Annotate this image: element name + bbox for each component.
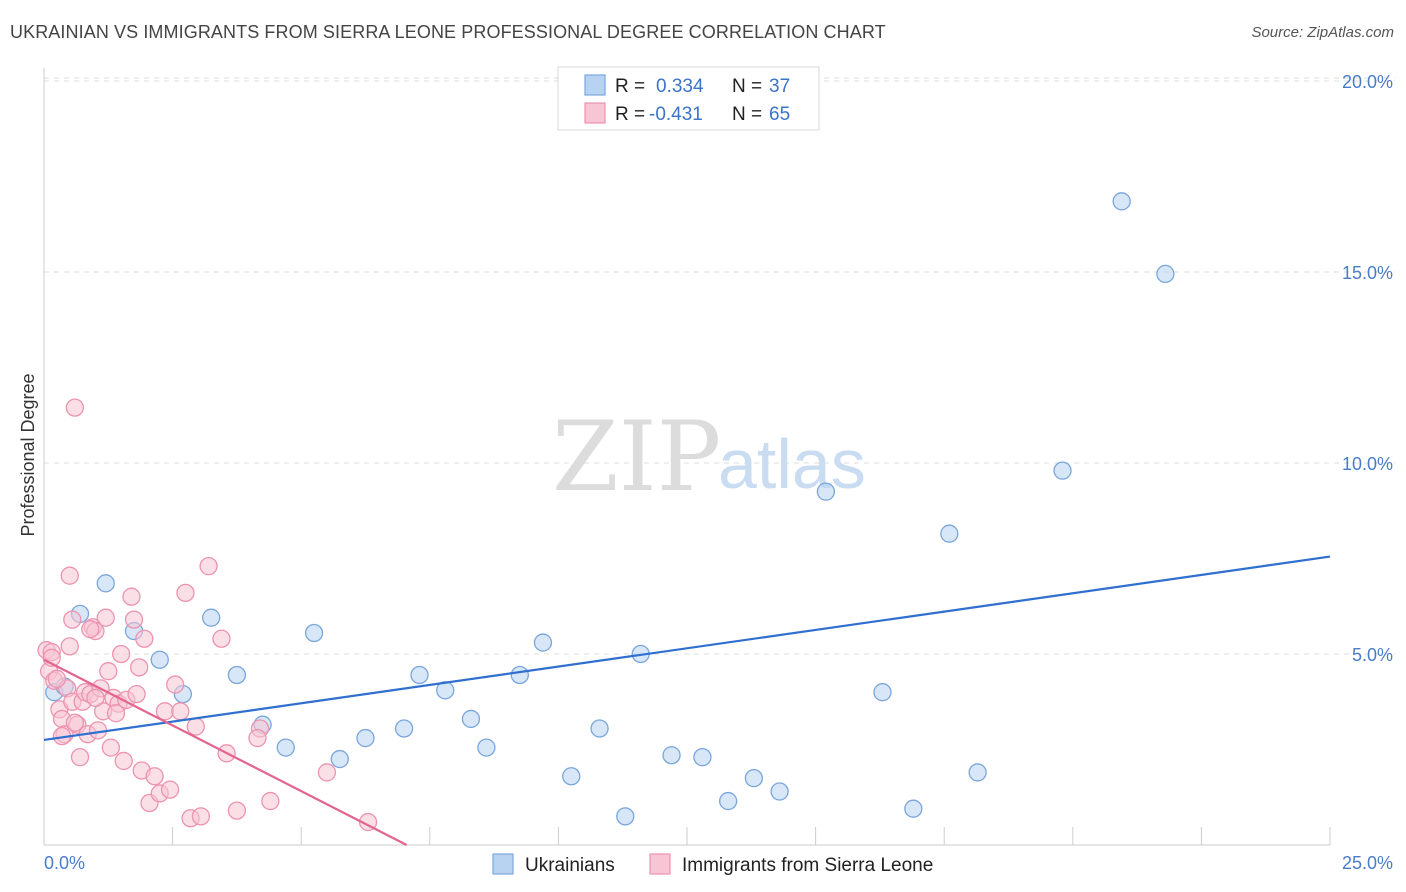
ukrainian-point <box>1053 461 1072 480</box>
x-tick-label-max: 25.0% <box>1342 853 1393 873</box>
ukrainian-point <box>227 665 247 685</box>
sierra-leone-point <box>112 644 131 664</box>
ukrainian-point <box>968 763 987 782</box>
sierra-leone-point <box>86 688 105 708</box>
sierra-leone-point <box>65 713 85 732</box>
ukrainian-point <box>394 719 414 738</box>
ukrainian-point <box>873 683 892 702</box>
ukrainian-point <box>150 650 169 669</box>
legend-n-value-2: 65 <box>769 104 790 125</box>
sierra-leone-point <box>122 587 141 606</box>
watermark-zip: ZIP <box>552 401 721 513</box>
sierra-leone-point <box>101 738 121 757</box>
sierra-leone-point <box>248 728 267 748</box>
legend-bottom: Ukrainians Immigrants from Sierra Leone <box>492 853 933 876</box>
ukrainian-point <box>356 728 375 748</box>
ukrainians-trend-line <box>43 555 1331 742</box>
sierra-leone-point <box>186 717 205 736</box>
x-tick-label-min: 0.0% <box>44 853 85 873</box>
sierra-leone-point <box>99 662 118 681</box>
legend-bottom-sierra-leone: Immigrants from Sierra Leone <box>682 855 933 876</box>
ukrainian-point <box>202 608 221 627</box>
legend-swatch-pink <box>584 102 606 124</box>
sierra-leone-point <box>317 763 337 782</box>
legend-n-label-1: N = <box>732 76 762 97</box>
legend-r-value-1: 0.334 <box>656 76 704 97</box>
sierra-leone-point <box>199 556 218 576</box>
sierra-leone-point <box>127 684 146 704</box>
sierra-leone-point <box>106 704 126 723</box>
chart-source: Source: ZipAtlas.com <box>1251 24 1394 41</box>
sierra-leone-point <box>47 669 67 688</box>
y-tick-label: 15.0% <box>1342 263 1393 283</box>
sierra-leone-point <box>135 629 154 648</box>
y-tick-label: 10.0% <box>1342 454 1393 474</box>
grid <box>44 77 1395 655</box>
y-tick-label: 20.0% <box>1342 72 1393 92</box>
sierra-leone-point <box>227 801 247 820</box>
sierra-leone-point <box>145 767 164 786</box>
sierra-leone-points <box>37 398 378 832</box>
ukrainian-point <box>510 665 529 685</box>
sierra-leone-point <box>261 791 280 811</box>
legend-r-value-2: -0.431 <box>649 104 703 125</box>
sierra-leone-point <box>63 610 82 629</box>
sierra-leone-point <box>114 751 133 771</box>
ukrainian-point <box>904 799 923 818</box>
legend-bottom-swatch-blue <box>492 853 514 875</box>
trend-lines <box>43 555 1331 846</box>
y-tick-label: 5.0% <box>1352 645 1393 665</box>
y-axis-label: Professional Degree <box>18 373 38 536</box>
ukrainian-point <box>461 709 481 729</box>
ukrainian-point <box>410 665 429 685</box>
sierra-leone-point <box>124 610 144 629</box>
legend-swatch-blue <box>584 74 606 96</box>
ukrainian-point <box>1156 264 1175 284</box>
sierra-leone-point <box>60 566 79 585</box>
legend-n-value-1: 37 <box>769 76 790 97</box>
sierra-leone-point <box>70 747 90 767</box>
tick-labels: 5.0% 10.0% 15.0% 20.0% 0.0% 25.0% <box>44 72 1393 873</box>
legend-bottom-swatch-pink <box>649 853 671 875</box>
ukrainian-point <box>662 746 681 765</box>
sierra-leone-point <box>96 608 115 627</box>
sierra-leone-point <box>171 702 190 721</box>
ukrainian-point <box>744 769 764 788</box>
ukrainian-point <box>719 791 738 811</box>
ukrainian-point <box>1112 192 1131 211</box>
ukrainian-point <box>816 482 836 501</box>
ukrainian-point <box>770 782 789 801</box>
ukrainian-point <box>477 738 496 757</box>
ukrainian-point <box>616 807 635 826</box>
legend-bottom-ukrainians: Ukrainians <box>525 855 615 876</box>
sierra-leone-point <box>160 780 180 799</box>
legend-top: R = 0.334 N = 37 R = -0.431 N = 65 <box>557 66 820 131</box>
ukrainian-point <box>96 574 115 593</box>
sierra-leone-point <box>212 629 231 648</box>
chart-title: UKRAINIAN VS IMMIGRANTS FROM SIERRA LEON… <box>10 22 886 42</box>
ukrainian-point <box>562 767 581 786</box>
ukrainian-point <box>304 623 324 643</box>
legend-n-label-2: N = <box>732 104 762 125</box>
ukrainian-point <box>330 749 349 769</box>
sierra-leone-point <box>176 583 195 603</box>
ukrainian-point <box>276 738 295 757</box>
watermark: ZIP atlas <box>552 401 866 513</box>
sierra-leone-trend-line <box>43 658 408 846</box>
axes <box>43 68 1331 846</box>
sierra-leone-point <box>191 807 211 826</box>
sierra-leone-point <box>81 620 100 639</box>
sierra-leone-point <box>166 675 185 694</box>
legend-r-label-1: R = <box>615 76 645 97</box>
ukrainian-point <box>590 719 609 738</box>
ukrainian-point <box>940 524 959 543</box>
ukrainian-point <box>533 633 553 652</box>
watermark-atlas: atlas <box>718 425 866 503</box>
legend-r-label-2: R = <box>615 104 645 125</box>
sierra-leone-point <box>60 637 79 656</box>
ukrainian-point <box>693 747 712 767</box>
sierra-leone-point <box>130 658 149 677</box>
sierra-leone-point <box>65 398 85 417</box>
